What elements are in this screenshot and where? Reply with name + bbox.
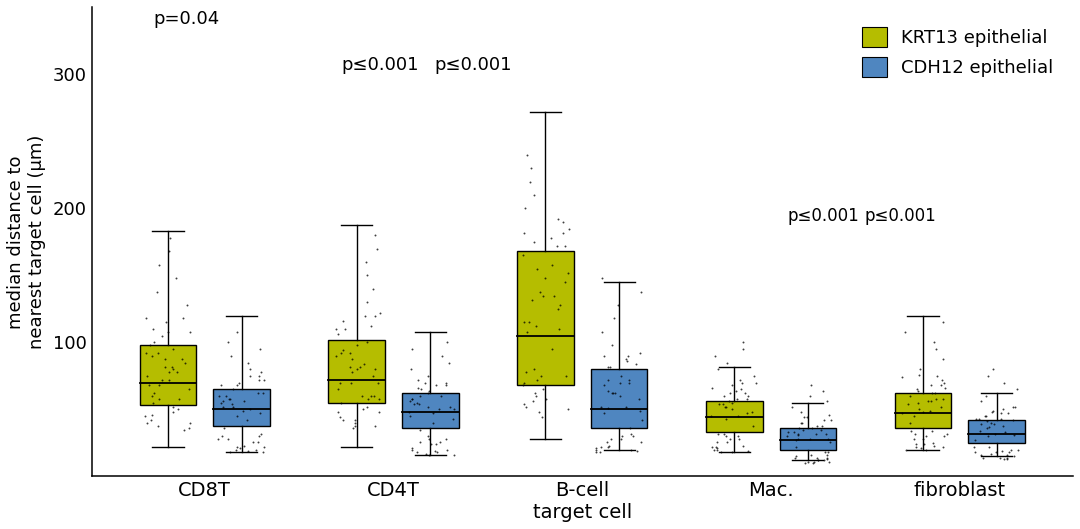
Bar bbox=[213, 389, 270, 425]
Text: p=0.04: p=0.04 bbox=[153, 10, 219, 28]
Text: p≤0.001: p≤0.001 bbox=[787, 206, 859, 224]
Bar bbox=[139, 345, 197, 405]
Text: p≤0.001: p≤0.001 bbox=[864, 206, 936, 224]
X-axis label: target cell: target cell bbox=[532, 503, 632, 522]
Bar bbox=[328, 340, 386, 403]
Bar bbox=[706, 402, 762, 432]
Text: p≤0.001: p≤0.001 bbox=[434, 57, 512, 75]
Bar bbox=[894, 394, 951, 428]
Text: p≤0.001: p≤0.001 bbox=[341, 57, 419, 75]
Y-axis label: median distance to
nearest target cell (μm): median distance to nearest target cell (… bbox=[6, 135, 45, 349]
Bar bbox=[591, 369, 647, 428]
Bar bbox=[969, 420, 1025, 443]
Bar bbox=[517, 251, 573, 385]
Bar bbox=[780, 428, 836, 450]
Bar bbox=[402, 394, 459, 428]
Legend: KRT13 epithelial, CDH12 epithelial: KRT13 epithelial, CDH12 epithelial bbox=[856, 21, 1059, 83]
